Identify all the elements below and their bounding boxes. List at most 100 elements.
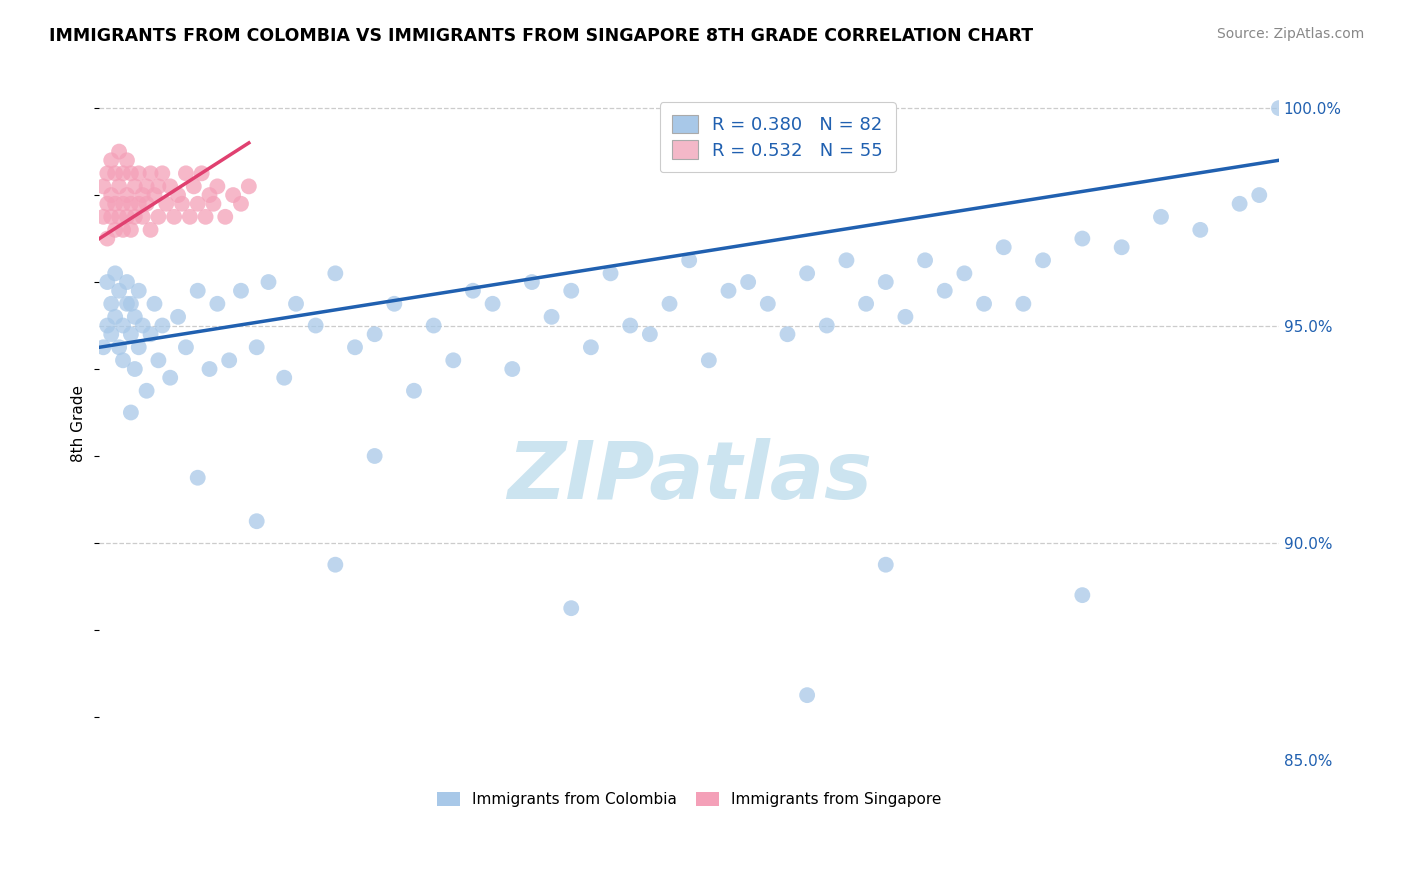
Point — [914, 253, 936, 268]
Point — [108, 284, 131, 298]
Point — [481, 297, 503, 311]
Point — [111, 166, 134, 180]
Point — [190, 166, 212, 180]
Point — [934, 284, 956, 298]
Point — [325, 558, 347, 572]
Point — [139, 327, 162, 342]
Point — [187, 284, 209, 298]
Point — [363, 327, 385, 342]
Point — [150, 318, 173, 333]
Point — [93, 179, 115, 194]
Point — [124, 179, 146, 194]
Point — [115, 210, 138, 224]
Point — [1071, 588, 1094, 602]
Point — [108, 340, 131, 354]
Point — [111, 353, 134, 368]
Point — [1032, 253, 1054, 268]
Text: ZIPatlas: ZIPatlas — [506, 438, 872, 516]
Point — [174, 166, 197, 180]
Point — [148, 179, 170, 194]
Point — [93, 210, 115, 224]
Point — [159, 179, 181, 194]
Point — [104, 266, 127, 280]
Text: Source: ZipAtlas.com: Source: ZipAtlas.com — [1216, 27, 1364, 41]
Point — [697, 353, 720, 368]
Point — [246, 514, 269, 528]
Point — [170, 196, 193, 211]
Point — [229, 196, 252, 211]
Point — [796, 266, 818, 280]
Point — [229, 284, 252, 298]
Point — [183, 179, 205, 194]
Point — [1150, 210, 1173, 224]
Point — [115, 275, 138, 289]
Point — [855, 297, 877, 311]
Point — [187, 471, 209, 485]
Point — [104, 223, 127, 237]
Point — [1012, 297, 1035, 311]
Point — [111, 196, 134, 211]
Point — [194, 210, 217, 224]
Point — [167, 310, 190, 324]
Point — [108, 179, 131, 194]
Point — [238, 179, 260, 194]
Point — [246, 340, 269, 354]
Point — [128, 284, 150, 298]
Point — [120, 196, 142, 211]
Point — [579, 340, 602, 354]
Point — [128, 196, 150, 211]
Point — [159, 370, 181, 384]
Point — [678, 253, 700, 268]
Legend: Immigrants from Colombia, Immigrants from Singapore: Immigrants from Colombia, Immigrants fro… — [432, 786, 948, 814]
Point — [100, 297, 122, 311]
Point — [100, 210, 122, 224]
Point — [953, 266, 976, 280]
Point — [1071, 231, 1094, 245]
Point — [520, 275, 543, 289]
Point — [214, 210, 236, 224]
Point — [115, 188, 138, 202]
Point — [115, 297, 138, 311]
Point — [155, 196, 177, 211]
Point — [894, 310, 917, 324]
Point — [273, 370, 295, 384]
Point — [131, 188, 153, 202]
Point — [100, 327, 122, 342]
Point — [100, 188, 122, 202]
Point — [422, 318, 444, 333]
Point — [776, 327, 799, 342]
Point — [148, 353, 170, 368]
Point — [96, 275, 118, 289]
Point — [120, 297, 142, 311]
Text: IMMIGRANTS FROM COLOMBIA VS IMMIGRANTS FROM SINGAPORE 8TH GRADE CORRELATION CHAR: IMMIGRANTS FROM COLOMBIA VS IMMIGRANTS F… — [49, 27, 1033, 45]
Point — [815, 318, 838, 333]
Point — [96, 196, 118, 211]
Point — [875, 275, 897, 289]
Point — [104, 196, 127, 211]
Point — [441, 353, 464, 368]
Point — [222, 188, 245, 202]
Point — [1268, 101, 1291, 115]
Point — [135, 196, 157, 211]
Point — [796, 688, 818, 702]
Point — [128, 166, 150, 180]
Point — [402, 384, 425, 398]
Point — [108, 145, 131, 159]
Point — [325, 266, 347, 280]
Point — [120, 166, 142, 180]
Point — [619, 318, 641, 333]
Point — [343, 340, 366, 354]
Point — [96, 231, 118, 245]
Point — [1229, 196, 1251, 211]
Point — [128, 340, 150, 354]
Point — [540, 310, 562, 324]
Y-axis label: 8th Grade: 8th Grade — [72, 384, 86, 462]
Point — [638, 327, 661, 342]
Point — [202, 196, 225, 211]
Point — [108, 210, 131, 224]
Point — [835, 253, 858, 268]
Point — [461, 284, 484, 298]
Point — [120, 405, 142, 419]
Point — [120, 327, 142, 342]
Point — [1111, 240, 1133, 254]
